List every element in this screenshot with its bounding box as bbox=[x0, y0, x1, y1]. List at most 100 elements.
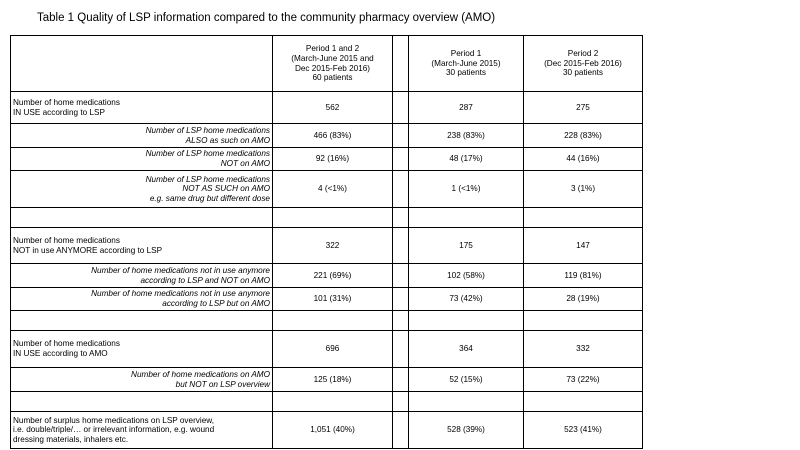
row-label-cell-line: Number of surplus home medications on LS… bbox=[13, 415, 214, 425]
table-row: Number of home medications IN USE accordi… bbox=[10, 330, 643, 368]
empty-value-cell bbox=[523, 207, 643, 228]
header-period-1-2-line: Period 1 and 2 bbox=[305, 44, 360, 54]
row-label-cell-line: Number of home medications not in use an… bbox=[91, 289, 270, 299]
value-period-1: 238 (83%) bbox=[408, 123, 524, 148]
header-period-1-2-line: Dec 2015-Feb 2016) bbox=[294, 63, 371, 73]
row-label-cell-line: but NOT on LSP overview bbox=[175, 379, 270, 389]
table-row: Number of home medications on AMO but NOT… bbox=[10, 367, 643, 392]
empty-value-cell bbox=[272, 391, 393, 412]
header-period-2-line: 30 patients bbox=[562, 68, 604, 78]
empty-row-label-cell bbox=[10, 207, 273, 228]
value-period-1-2: 221 (69%) bbox=[272, 263, 393, 288]
header-period-1-line: (March-June 2015) bbox=[431, 58, 501, 68]
empty-value-cell bbox=[408, 207, 524, 228]
table-row bbox=[10, 391, 643, 412]
row-label-cell-line: Number of LSP home medications bbox=[145, 125, 270, 135]
header-period-1-2: Period 1 and 2 (March-June 2015 and Dec 20… bbox=[272, 35, 393, 92]
empty-gap-cell bbox=[392, 310, 409, 331]
value-period-2: 44 (16%) bbox=[523, 147, 643, 171]
table-row: Number of LSP home medications NOT on AMO… bbox=[10, 147, 643, 171]
value-period-1-2: 4 (<1%) bbox=[272, 170, 393, 208]
value-period-2: 523 (41%) bbox=[523, 411, 643, 449]
header-period-1-2-line: (March-June 2015 and bbox=[291, 53, 374, 63]
header-period-1-line: 30 patients bbox=[445, 68, 487, 78]
header-gap-cell bbox=[392, 35, 409, 92]
row-label-cell-line: IN USE according to LSP bbox=[13, 107, 105, 117]
value-period-2: 147 bbox=[523, 227, 643, 264]
row-label-cell-line: Number of home medications bbox=[13, 339, 120, 349]
row-label-cell-line: NOT in use ANYMORE according to LSP bbox=[13, 245, 163, 255]
value-period-2: 119 (81%) bbox=[523, 263, 643, 288]
value-period-1-2: 1,051 (40%) bbox=[272, 411, 393, 449]
value-period-1: 364 bbox=[408, 330, 524, 368]
value-period-1-2: 92 (16%) bbox=[272, 147, 393, 171]
table-row: Number of LSP home medications NOT AS SUC… bbox=[10, 170, 643, 208]
row-label-cell-line: Number of home medications on AMO bbox=[131, 369, 270, 379]
value-period-2: 28 (19%) bbox=[523, 287, 643, 311]
header-period-1-2-line: 60 patients bbox=[312, 73, 353, 83]
row-label-cell: Number of home medications NOT in use ANY… bbox=[10, 227, 273, 264]
value-period-1: 48 (17%) bbox=[408, 147, 524, 171]
row-label-cell-line: NOT on AMO bbox=[220, 159, 270, 168]
empty-value-cell bbox=[523, 310, 643, 331]
value-period-1: 528 (39%) bbox=[408, 411, 524, 449]
empty-value-cell bbox=[272, 310, 393, 331]
row-label-cell: Number of home medications IN USE accordi… bbox=[10, 330, 273, 368]
row-label-cell-line: according to LSP but on AMO bbox=[162, 299, 270, 308]
value-period-1-2: 562 bbox=[272, 91, 393, 124]
row-label-cell-line: e.g. same drug but different dose bbox=[149, 193, 270, 203]
value-period-2: 332 bbox=[523, 330, 643, 368]
value-period-1-2: 696 bbox=[272, 330, 393, 368]
row-label-cell: Number of home medications IN USE accordi… bbox=[10, 91, 273, 124]
header-period-1-line: Period 1 bbox=[450, 49, 482, 59]
row-label-cell: Number of LSP home medications ALSO as su… bbox=[10, 123, 273, 148]
value-period-2: 73 (22%) bbox=[523, 367, 643, 392]
row-label-cell: Number of LSP home medications NOT AS SUC… bbox=[10, 170, 273, 208]
gap-cell bbox=[392, 330, 409, 368]
value-period-1-2: 466 (83%) bbox=[272, 123, 393, 148]
lsp-quality-table: Period 1 and 2 (March-June 2015 and Dec 20… bbox=[10, 35, 643, 449]
header-blank-cell bbox=[10, 35, 273, 92]
header-period-2: Period 2 (Dec 2015-Feb 2016) 30 patients bbox=[523, 35, 643, 92]
table-row: Number of surplus home medications on LS… bbox=[10, 411, 643, 449]
row-label-cell-line: dressing materials, inhalers etc. bbox=[13, 434, 129, 444]
empty-gap-cell bbox=[392, 207, 409, 228]
gap-cell bbox=[392, 367, 409, 392]
header-period-1: Period 1 (March-June 2015) 30 patients bbox=[408, 35, 524, 92]
gap-cell bbox=[392, 263, 409, 288]
gap-cell bbox=[392, 170, 409, 208]
gap-cell bbox=[392, 123, 409, 148]
empty-value-cell bbox=[523, 391, 643, 412]
value-period-1-2: 101 (31%) bbox=[272, 287, 393, 311]
table-row: Number of home medications IN USE accordi… bbox=[10, 91, 643, 124]
row-label-cell-line: Number of home medications bbox=[13, 235, 120, 245]
row-label-cell-line: Number of LSP home medications bbox=[145, 149, 270, 159]
value-period-1: 175 bbox=[408, 227, 524, 264]
row-label-cell: Number of LSP home medications NOT on AMO bbox=[10, 147, 273, 171]
header-row: Period 1 and 2 (March-June 2015 and Dec 20… bbox=[10, 35, 643, 92]
gap-cell bbox=[392, 411, 409, 449]
row-label-cell: Number of home medications not in use an… bbox=[10, 287, 273, 311]
value-period-2: 228 (83%) bbox=[523, 123, 643, 148]
gap-cell bbox=[392, 147, 409, 171]
gap-cell bbox=[392, 287, 409, 311]
row-label-cell: Number of home medications not in use an… bbox=[10, 263, 273, 288]
row-label-cell-line: i.e. double/triple/… or irrelevant infor… bbox=[13, 425, 215, 435]
row-label-cell-line: IN USE according to AMO bbox=[13, 349, 108, 358]
table-row: Number of LSP home medications ALSO as su… bbox=[10, 123, 643, 148]
empty-value-cell bbox=[408, 310, 524, 331]
header-period-2-line: (Dec 2015-Feb 2016) bbox=[544, 58, 622, 68]
gap-cell bbox=[392, 91, 409, 124]
value-period-1-2: 322 bbox=[272, 227, 393, 264]
row-label-cell: Number of home medications on AMO but NOT… bbox=[10, 367, 273, 392]
table-caption: Table 1 Quality of LSP information compa… bbox=[37, 12, 496, 24]
empty-row-label-cell bbox=[10, 391, 273, 412]
row-label-cell-line: NOT AS SUCH on AMO bbox=[182, 184, 270, 194]
value-period-1: 73 (42%) bbox=[408, 287, 524, 311]
row-label-cell-line: according to LSP and NOT on AMO bbox=[140, 275, 270, 285]
gap-cell bbox=[392, 227, 409, 264]
header-period-2-line: Period 2 bbox=[567, 49, 599, 59]
table-row bbox=[10, 207, 643, 228]
table-row: Number of home medications not in use an… bbox=[10, 287, 643, 311]
empty-value-cell bbox=[272, 207, 393, 228]
